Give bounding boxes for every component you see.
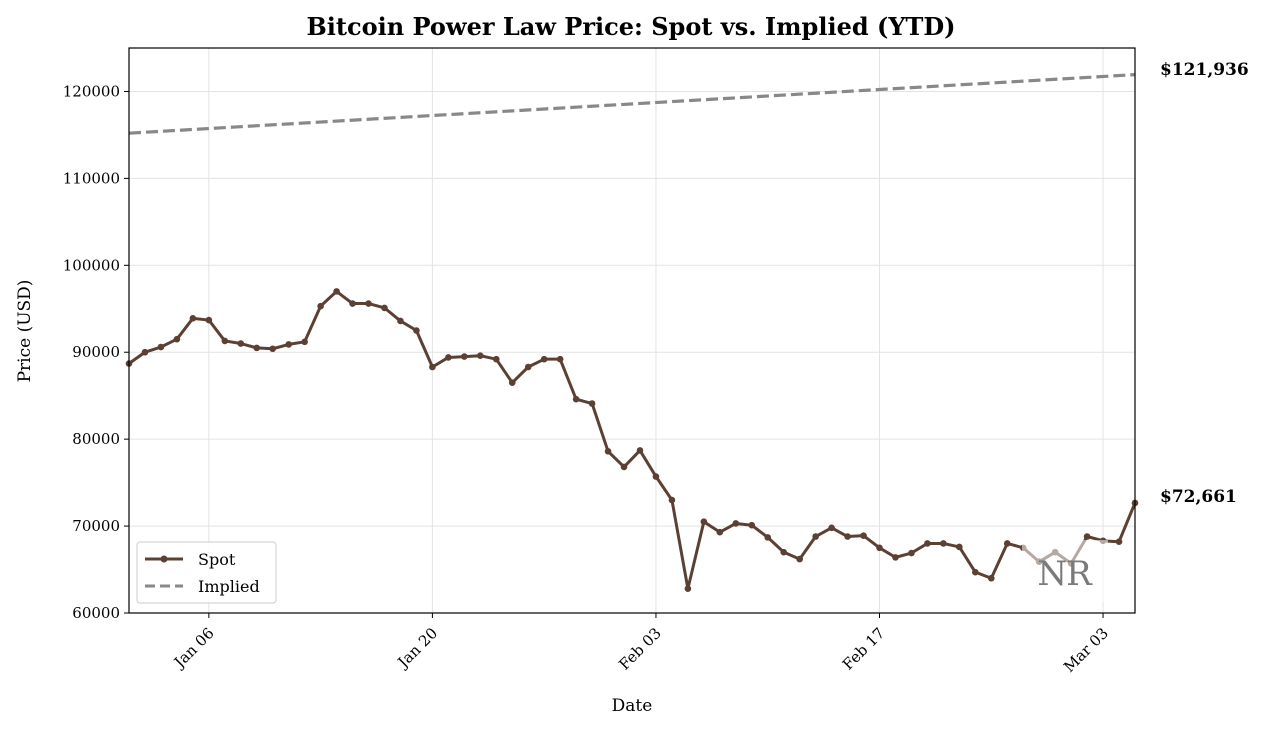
spot-point bbox=[700, 518, 708, 526]
spot-point bbox=[333, 288, 340, 295]
spot-point bbox=[908, 549, 915, 557]
spot-point bbox=[508, 379, 516, 386]
spot-point bbox=[620, 463, 628, 471]
spot-point bbox=[572, 395, 580, 403]
spot-point bbox=[157, 343, 165, 351]
spot-point bbox=[349, 300, 356, 307]
y-tick-label: 80000 bbox=[72, 430, 120, 448]
x-tick-label: Jan 20 bbox=[393, 624, 441, 672]
spot-point bbox=[253, 344, 261, 352]
y-axis-label: Price (USD) bbox=[15, 280, 35, 383]
spot-point bbox=[780, 548, 787, 556]
spot-point bbox=[221, 337, 229, 345]
spot-point bbox=[397, 317, 404, 325]
spot-point bbox=[1115, 538, 1123, 546]
spot-point bbox=[173, 335, 181, 343]
spot-point bbox=[461, 353, 468, 360]
spot-point bbox=[556, 355, 564, 363]
x-tick-label: Feb 17 bbox=[839, 624, 888, 673]
spot-point bbox=[237, 340, 245, 347]
spot-point bbox=[1083, 533, 1091, 540]
legend-box bbox=[136, 541, 277, 604]
spot-point bbox=[748, 521, 756, 529]
x-tick-label: Mar 03 bbox=[1060, 624, 1112, 676]
spot-point bbox=[636, 447, 644, 454]
y-tick-label: 70000 bbox=[72, 517, 120, 535]
spot-point bbox=[189, 315, 197, 322]
legend-spot-marker bbox=[160, 555, 168, 563]
spot-point bbox=[892, 554, 899, 561]
y-tick-label: 100000 bbox=[63, 256, 120, 274]
y-tick-label: 60000 bbox=[72, 604, 120, 622]
spot-point bbox=[796, 555, 803, 563]
spot-point bbox=[956, 543, 963, 551]
spot-point bbox=[860, 532, 867, 539]
spot-point bbox=[477, 352, 484, 360]
watermark-logo: NR bbox=[1037, 554, 1093, 594]
implied-series-layer bbox=[128, 73, 1136, 135]
x-axis-ticks: Jan 06 Jan 20 Feb 03 Feb 17 Mar 03 bbox=[169, 613, 1112, 676]
spot-point bbox=[141, 348, 149, 356]
x-tick-label: Feb 03 bbox=[615, 624, 664, 673]
spot-point bbox=[652, 473, 660, 480]
spot-point bbox=[732, 520, 740, 527]
spot-point bbox=[987, 574, 995, 582]
legend-implied-label: Implied bbox=[198, 577, 260, 596]
spot-end-label: $72,661 bbox=[1160, 487, 1237, 507]
spot-series-layer bbox=[125, 288, 1139, 592]
y-tick-label: 90000 bbox=[72, 343, 120, 361]
spot-point bbox=[524, 363, 532, 371]
spot-point bbox=[445, 354, 452, 361]
spot-point bbox=[684, 585, 692, 592]
spot-point bbox=[365, 300, 372, 307]
spot-point bbox=[269, 345, 277, 353]
spot-point bbox=[876, 544, 883, 552]
spot-point bbox=[540, 355, 548, 363]
spot-line bbox=[128, 289, 1137, 591]
spot-point bbox=[716, 528, 724, 536]
spot-point bbox=[429, 363, 436, 371]
spot-point bbox=[413, 327, 420, 334]
spot-point bbox=[1003, 540, 1011, 547]
watermark-backdrop bbox=[1022, 540, 1108, 602]
spot-point bbox=[940, 540, 947, 547]
spot-point bbox=[317, 302, 324, 310]
spot-point bbox=[205, 316, 213, 324]
legend: Spot Implied bbox=[136, 541, 277, 604]
y-axis-ticks: 60000 70000 80000 90000 100000 110000 120000 bbox=[63, 82, 129, 622]
spot-point bbox=[668, 496, 676, 504]
spot-point bbox=[812, 533, 819, 540]
spot-point bbox=[604, 448, 612, 455]
spot-point bbox=[972, 568, 979, 576]
implied-line bbox=[128, 73, 1136, 135]
spot-point bbox=[828, 524, 835, 532]
spot-point bbox=[301, 338, 308, 346]
implied-end-label: $121,936 bbox=[1160, 60, 1249, 80]
y-tick-label: 110000 bbox=[63, 169, 120, 187]
y-tick-label: 120000 bbox=[63, 82, 120, 100]
spot-point bbox=[588, 400, 596, 407]
spot-point bbox=[924, 540, 931, 547]
spot-point bbox=[285, 341, 292, 348]
chart-title: Bitcoin Power Law Price: Spot vs. Implie… bbox=[306, 12, 955, 41]
spot-point bbox=[764, 534, 772, 541]
spot-point bbox=[492, 355, 500, 363]
legend-spot-label: Spot bbox=[198, 550, 236, 569]
spot-point bbox=[381, 304, 388, 312]
spot-point bbox=[844, 533, 851, 540]
x-axis-label: Date bbox=[612, 696, 653, 716]
x-tick-label: Jan 06 bbox=[169, 624, 217, 672]
grid-layer bbox=[129, 48, 1135, 614]
plot-frame bbox=[128, 47, 1136, 614]
